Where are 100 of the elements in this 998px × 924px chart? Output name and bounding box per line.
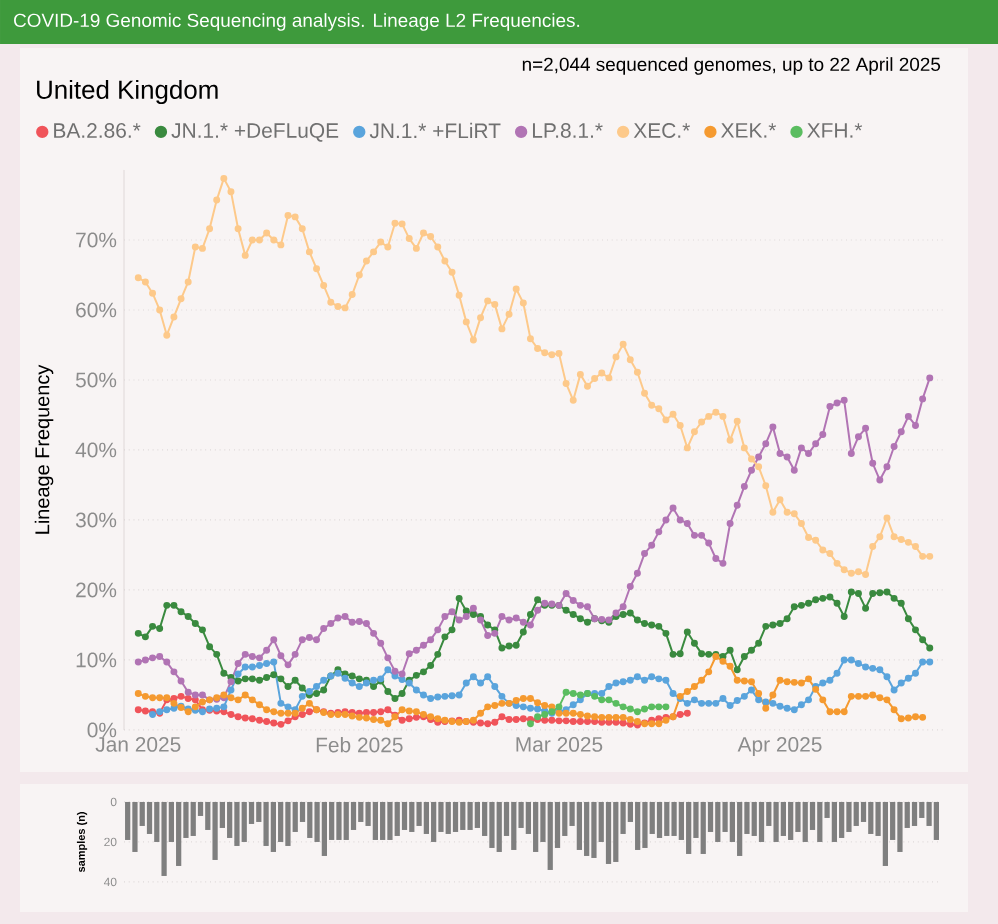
bar xyxy=(394,801,400,836)
bar xyxy=(773,801,779,842)
bar xyxy=(431,801,437,842)
bar xyxy=(780,801,786,836)
bar xyxy=(868,801,874,834)
bar xyxy=(671,801,677,836)
y-tick-label: 10% xyxy=(76,652,117,668)
point xyxy=(655,703,663,711)
bar xyxy=(401,801,408,830)
chart-title: United Kingdom xyxy=(37,79,218,105)
bar xyxy=(241,801,247,842)
bar xyxy=(307,801,313,838)
bar xyxy=(336,801,342,840)
y-tick-label: 30% xyxy=(75,512,117,528)
legend-label: XEK.* xyxy=(721,123,777,138)
x-tick-label: Mar 2025 xyxy=(516,737,603,752)
bar xyxy=(445,801,451,834)
legend-label: JN.1.* +FLiRT xyxy=(369,122,501,139)
bar xyxy=(234,801,240,846)
bar xyxy=(358,801,364,822)
point xyxy=(633,708,641,716)
bar xyxy=(642,801,648,848)
bar xyxy=(846,801,852,832)
bar xyxy=(176,801,182,866)
bar xyxy=(664,801,670,836)
y-tick-label: 60% xyxy=(76,302,117,318)
bar xyxy=(533,801,539,852)
bar xyxy=(409,801,415,832)
point xyxy=(605,696,613,704)
legend-label: XEC.* xyxy=(633,123,690,138)
bar xyxy=(605,801,612,864)
x-tick-label: Jan 2025 xyxy=(95,737,181,752)
bar xyxy=(635,801,641,850)
legend-label: LP.8.1.* xyxy=(532,123,603,138)
y-tick-label: 40% xyxy=(75,442,117,458)
bar xyxy=(751,801,757,836)
point xyxy=(612,699,620,707)
bar xyxy=(758,801,765,842)
bar xyxy=(817,801,823,842)
bar xyxy=(270,801,276,852)
bar xyxy=(933,801,939,840)
bar xyxy=(416,801,422,826)
point xyxy=(569,690,577,698)
legend-label: JN.1.* +DeFLuQE xyxy=(171,123,339,142)
bar xyxy=(591,801,597,858)
bar xyxy=(584,801,590,856)
bar xyxy=(212,801,218,860)
bar xyxy=(190,801,196,836)
point xyxy=(576,691,584,699)
bar xyxy=(737,801,743,856)
y-axis-title: Lineage Frequency xyxy=(34,364,54,534)
bar xyxy=(882,801,888,866)
y-tick-label: 70% xyxy=(76,232,117,248)
y-tick-label: 0% xyxy=(87,722,117,738)
bar xyxy=(161,801,167,876)
bar xyxy=(285,801,291,846)
bar xyxy=(613,801,619,862)
bar xyxy=(496,801,502,852)
bar xyxy=(460,801,466,830)
point xyxy=(662,703,670,711)
bar xyxy=(715,801,721,842)
bar xyxy=(853,801,859,826)
bar xyxy=(146,801,153,834)
bar xyxy=(897,801,903,852)
bar xyxy=(343,801,349,840)
x-tick-label: Apr 2025 xyxy=(737,737,822,756)
bar xyxy=(132,801,138,852)
bar xyxy=(474,801,480,828)
point xyxy=(555,703,563,711)
point xyxy=(562,688,570,696)
bar xyxy=(839,801,845,838)
point xyxy=(641,705,649,713)
bar xyxy=(387,801,393,840)
bar xyxy=(321,801,327,856)
point xyxy=(648,703,656,711)
text: n=2,044 sequenced genomes, up to 22 April 2025 xyxy=(522,57,941,75)
bar xyxy=(788,801,794,840)
bar xyxy=(489,801,495,848)
point xyxy=(626,705,634,713)
point xyxy=(526,720,534,728)
legend-label: XFH.* xyxy=(807,123,863,138)
text: COVID-19 Genomic Sequencing analysis. Lineage L2 Frequencies. xyxy=(14,13,580,31)
point xyxy=(619,703,627,711)
bar xyxy=(831,801,837,842)
bar xyxy=(227,801,233,838)
point xyxy=(598,696,606,704)
bar xyxy=(547,801,553,870)
bar xyxy=(686,801,692,854)
bar xyxy=(919,801,925,818)
bar xyxy=(452,801,459,832)
legend-label: BA.2.86.* xyxy=(54,123,141,138)
bar xyxy=(576,801,582,850)
bar xyxy=(380,801,386,840)
bar xyxy=(263,801,269,846)
bar xyxy=(467,801,473,830)
y-tick-label: 50% xyxy=(75,372,117,388)
bar xyxy=(802,801,808,842)
bar xyxy=(511,801,517,850)
bar xyxy=(700,801,706,854)
bar xyxy=(911,801,918,826)
